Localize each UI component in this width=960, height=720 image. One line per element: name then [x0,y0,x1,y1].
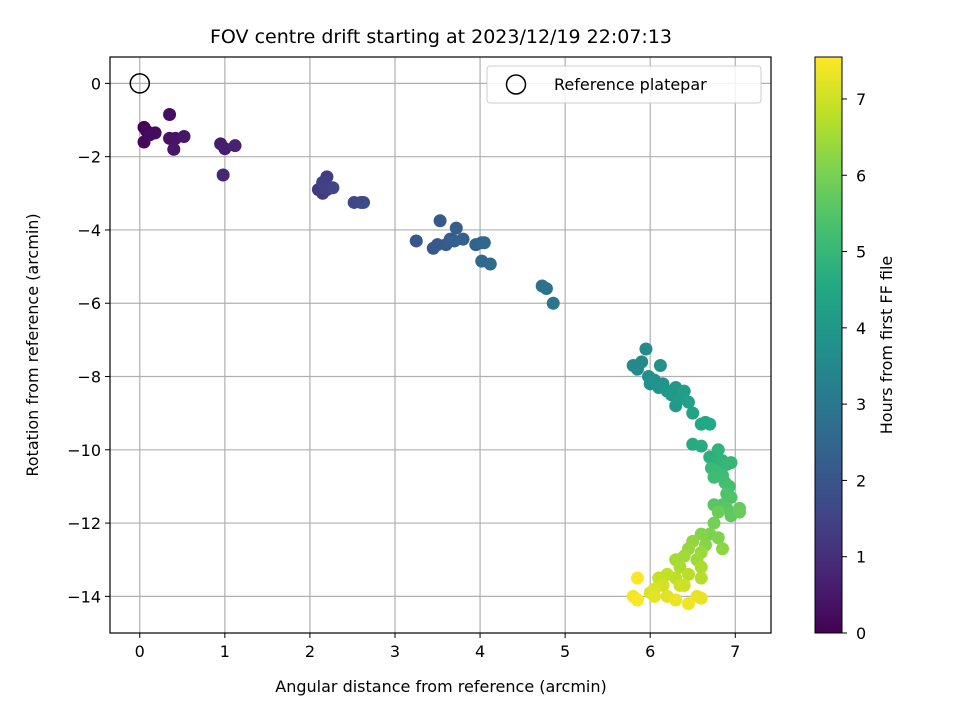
data-point [167,142,181,156]
data-point [716,542,730,556]
x-tick-label: 4 [475,642,485,661]
x-tick-label: 2 [305,642,315,661]
data-point [724,456,738,470]
data-point [686,406,700,420]
data-point [694,591,708,605]
data-point [673,560,687,574]
data-point [711,531,725,545]
x-tick-label: 3 [390,642,400,661]
data-point [456,232,470,246]
x-tick-label: 1 [220,642,230,661]
data-point [694,571,708,585]
data-point [449,221,463,235]
colorbar-gradient [814,56,843,634]
data-point [326,181,340,195]
y-tick-label: −12 [67,514,101,533]
data-point [483,257,497,271]
y-tick-label: −8 [77,368,101,387]
x-tick-label: 5 [560,642,570,661]
x-axis-label: Angular distance from reference (arcmin) [275,677,606,696]
colorbar-tick-label: 2 [856,471,866,490]
grid [110,57,771,633]
data-point [677,384,691,398]
data-point [711,443,725,457]
data-point [177,130,191,144]
data-point [218,142,232,156]
colorbar-tick-label: 4 [856,319,866,338]
data-point [677,578,691,592]
y-tick-label: −2 [77,148,101,167]
reference-marker [129,73,151,94]
data-point [724,490,738,504]
data-point [707,470,721,484]
x-tick-label: 6 [645,642,655,661]
colorbar-tick-label: 6 [856,166,866,185]
y-tick-label: −6 [77,294,101,313]
data-point [681,567,695,581]
colorbar-label: Hours from first FF file [877,256,896,435]
data-point [546,296,560,310]
data-point [669,593,683,607]
data-point [539,282,553,296]
legend-box [486,65,762,104]
y-tick-label: 0 [91,74,101,93]
colorbar-tick-label: 5 [856,243,866,262]
data-point [433,214,447,228]
data-point [163,108,177,122]
data-point [681,395,695,409]
data-point [228,139,242,153]
colorbar-ticks: 0 1 2 3 4 5 6 7 [842,90,866,643]
axis-ticks: 0 1 2 3 4 5 6 7 0 −2 −4 −6 −8 −10 −12 −14 [67,74,740,661]
chart-title: FOV centre drift starting at 2023/12/19 … [210,26,672,48]
y-tick-label: −14 [67,587,101,606]
data-point [694,560,708,574]
colorbar-tick-label: 3 [856,395,866,414]
x-tick-label: 0 [135,642,145,661]
data-point [703,417,717,431]
legend-reference-marker [505,74,527,95]
data-points [137,108,747,611]
data-point [647,589,661,603]
data-point [707,516,721,530]
data-point [733,505,747,519]
colorbar: 0 1 2 3 4 5 6 7 Hours from first FF file [814,56,896,643]
data-point [630,571,644,585]
y-tick-label: −10 [67,441,101,460]
legend-entry-reference: Reference platepar [554,75,707,94]
data-point [694,527,708,541]
data-point [653,359,667,373]
legend: Reference platepar [486,65,762,104]
data-point [711,505,725,519]
data-point [630,593,644,607]
data-point [694,439,708,453]
data-point [409,234,423,248]
data-point [477,236,491,250]
reference-platepar-marker [129,73,151,94]
data-point [635,355,649,369]
colorbar-tick-label: 0 [856,624,866,643]
x-tick-label: 7 [730,642,740,661]
plot-frame [109,56,772,634]
data-point [216,168,230,182]
y-tick-label: −4 [77,221,101,240]
data-point [357,195,371,209]
data-point [148,126,162,140]
colorbar-tick-label: 7 [856,90,866,109]
colorbar-tick-label: 1 [856,548,866,567]
data-point [639,342,653,356]
y-axis-label: Rotation from reference (arcmin) [23,213,42,476]
data-point [681,597,695,611]
